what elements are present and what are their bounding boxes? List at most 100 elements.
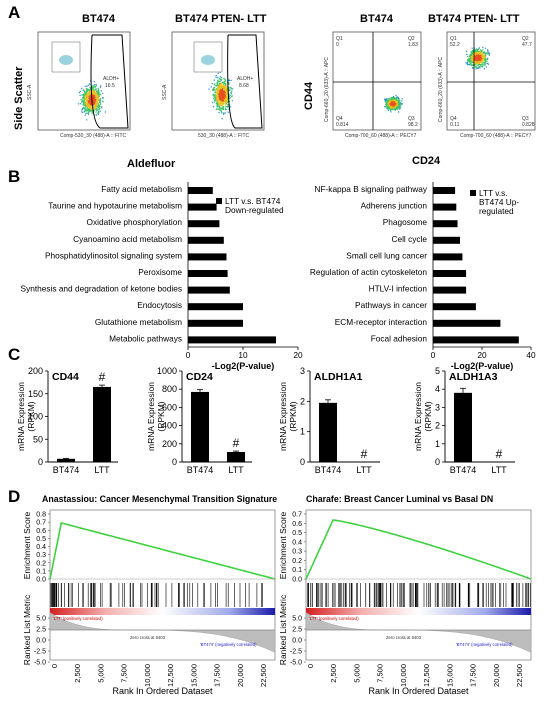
cd-right-q4: Q4 bbox=[450, 116, 457, 122]
expr-chart-title: CD44 bbox=[52, 371, 79, 383]
flow-event-dot bbox=[230, 93, 233, 95]
flow-event-dot bbox=[95, 95, 98, 98]
flow-event-dot bbox=[230, 79, 232, 82]
flow-event-dot bbox=[93, 85, 96, 87]
flow-event-dot bbox=[393, 108, 396, 110]
flow-event-dot bbox=[218, 78, 220, 80]
flow-event-dot bbox=[96, 94, 99, 97]
flow-event-dot bbox=[478, 61, 481, 63]
flow-event-dot bbox=[485, 62, 487, 65]
flow-event-dot bbox=[87, 111, 90, 113]
flow-event-dot bbox=[224, 79, 226, 81]
flow-event-dot bbox=[221, 99, 223, 101]
cd-left-q4-value: 0.814 bbox=[336, 122, 349, 128]
flow-event-dot bbox=[221, 101, 223, 103]
y-tick-label: 0 bbox=[300, 457, 305, 467]
pathway-bar-down bbox=[188, 319, 243, 327]
flow-event-dot bbox=[479, 50, 481, 52]
y-axis-label: mRNA Expression(RPKM) bbox=[16, 382, 36, 451]
flow-event-dot bbox=[224, 100, 227, 103]
panel-a-letter: A bbox=[8, 3, 20, 22]
flow-event-dot bbox=[219, 89, 221, 91]
flow-event-dot bbox=[229, 89, 231, 92]
flow-event-dot bbox=[229, 94, 232, 96]
flow-event-dot bbox=[222, 108, 225, 111]
pathway-label-down: Metabolic pathways bbox=[109, 333, 182, 343]
flow-event-dot bbox=[219, 96, 222, 99]
flow-event-dot bbox=[478, 66, 481, 68]
flow-event-dot bbox=[482, 55, 485, 57]
flow-event-dot bbox=[466, 53, 468, 56]
es-tick-label: 0.8 bbox=[36, 512, 46, 519]
gate-value-left: 16.5 bbox=[105, 83, 115, 89]
flow-event-dot bbox=[219, 104, 221, 106]
flow-event-dot bbox=[475, 68, 477, 70]
flow-event-dot bbox=[474, 55, 476, 57]
flow-event-dot bbox=[385, 98, 388, 100]
x-axis-label: -Log2(P-value) bbox=[212, 361, 275, 371]
flow-event-dot bbox=[86, 119, 88, 121]
flow-event-dot bbox=[88, 106, 90, 109]
flow-event-dot bbox=[482, 46, 484, 49]
category-label: BT474 bbox=[315, 465, 342, 475]
flow-event-dot bbox=[387, 98, 389, 100]
flow-event-dot bbox=[95, 114, 98, 116]
flow-event-dot bbox=[481, 58, 483, 60]
x-tick-label: 0 bbox=[431, 350, 436, 360]
flow-event-dot bbox=[475, 66, 477, 69]
y-tick-label: 400 bbox=[162, 421, 177, 431]
flow-event-dot bbox=[385, 102, 387, 105]
flow-event-dot bbox=[92, 100, 95, 102]
y-tick-label: 0 bbox=[38, 457, 43, 467]
neg-correlated-label: 'BT474' (negatively correlated) bbox=[456, 642, 513, 647]
flow-event-dot bbox=[396, 104, 398, 106]
rank-tick-label: 22,500 bbox=[259, 664, 268, 687]
flow-event-dot bbox=[221, 85, 224, 87]
es-tick-label: 0.5 bbox=[36, 536, 46, 543]
flow-event-dot bbox=[223, 106, 225, 108]
flow-event-dot bbox=[220, 76, 223, 79]
cd-left-q2: Q2 bbox=[408, 36, 415, 42]
flow-event-dot bbox=[225, 102, 228, 105]
flow-event-dot bbox=[393, 104, 395, 107]
flow-event-dot bbox=[484, 59, 486, 62]
flow-event-dot bbox=[223, 86, 226, 88]
cd-plot-left: Q1 0 Q2 1.83 Q4 0.814 Q3 98.2 Comp-700_6… bbox=[324, 31, 422, 139]
flow-event-dot bbox=[396, 101, 398, 103]
flow-event-dot bbox=[219, 76, 222, 78]
flow-event-dot bbox=[88, 89, 90, 92]
x-tick-label: 20 bbox=[293, 350, 303, 360]
expr-chart-title: ALDH1A3 bbox=[449, 371, 498, 383]
pathway-label-up: Pathways in cancer bbox=[355, 300, 427, 310]
flow-event-dot bbox=[89, 86, 91, 89]
flow-event-dot bbox=[98, 92, 100, 94]
flow-event-dot bbox=[484, 58, 487, 60]
gsea-left: Anastassiou: Cancer Mesenchymal Transiti… bbox=[22, 494, 277, 696]
flow-event-dot bbox=[221, 86, 223, 89]
flow-event-dot bbox=[97, 108, 99, 111]
flow-event-dot bbox=[102, 101, 104, 103]
flow-event-dot bbox=[472, 52, 474, 55]
pathway-bar-down bbox=[188, 303, 243, 311]
es-tick-label: 0.2 bbox=[292, 558, 302, 565]
flow-event-dot bbox=[227, 104, 229, 107]
flow-event-dot bbox=[86, 112, 88, 114]
y-tick-label: 200 bbox=[162, 439, 177, 449]
pathway-bar-up bbox=[433, 236, 460, 244]
flow-event-dot bbox=[85, 102, 88, 104]
flow-event-dot bbox=[390, 107, 392, 109]
flow-event-dot bbox=[225, 87, 227, 90]
flow-event-dot bbox=[390, 105, 393, 108]
rank-tick-label: 20,000 bbox=[236, 664, 245, 687]
cd-left-q3-value: 98.2 bbox=[408, 122, 418, 128]
flow-event-dot bbox=[395, 103, 397, 105]
flow-event-dot bbox=[220, 82, 222, 85]
flow-event-dot bbox=[224, 80, 226, 83]
pathway-up-chart: NF-kappa B signaling pathway Adherens jun… bbox=[310, 182, 536, 371]
pathway-label-down: Synthesis and degradation of ketone bodi… bbox=[21, 284, 182, 294]
flow-event-dot bbox=[88, 109, 90, 111]
flow-event-dot bbox=[83, 89, 85, 92]
x-tick-label: 10 bbox=[238, 350, 248, 360]
flow-event-dot bbox=[213, 79, 216, 81]
flow-event-dot bbox=[477, 61, 479, 64]
